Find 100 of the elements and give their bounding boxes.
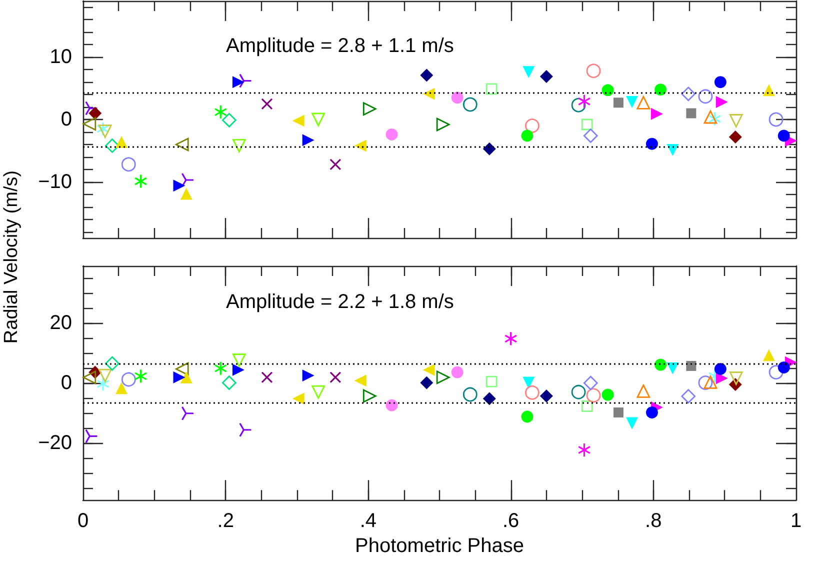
point bbox=[522, 66, 535, 78]
point bbox=[98, 124, 112, 138]
point bbox=[436, 370, 450, 384]
point bbox=[571, 98, 586, 112]
point bbox=[540, 70, 553, 83]
point bbox=[214, 104, 228, 120]
point bbox=[716, 96, 728, 108]
point bbox=[778, 130, 790, 142]
point bbox=[586, 388, 601, 403]
point bbox=[654, 358, 667, 371]
point bbox=[729, 114, 743, 128]
point bbox=[362, 102, 376, 116]
point bbox=[646, 138, 658, 150]
point bbox=[686, 360, 696, 371]
point bbox=[173, 180, 186, 192]
y-tick-label: 20 bbox=[50, 312, 72, 334]
annotation: Amplitude = 2.2 + 1.8 m/s bbox=[226, 291, 454, 313]
point bbox=[581, 400, 593, 412]
point bbox=[714, 76, 726, 88]
point bbox=[451, 92, 464, 104]
point bbox=[650, 108, 663, 120]
point bbox=[462, 387, 478, 402]
point bbox=[134, 368, 148, 384]
point bbox=[583, 128, 598, 143]
point bbox=[626, 96, 638, 108]
y-axis-title: Radial Velocity (m/s) bbox=[1, 170, 23, 344]
point bbox=[436, 118, 450, 132]
point bbox=[85, 100, 98, 116]
point bbox=[540, 389, 553, 402]
point bbox=[486, 83, 498, 95]
point bbox=[586, 64, 601, 78]
point bbox=[222, 112, 236, 128]
point bbox=[116, 136, 128, 148]
point bbox=[602, 84, 614, 96]
point bbox=[239, 422, 252, 438]
point bbox=[451, 366, 464, 378]
x-tick-label: 0 bbox=[77, 510, 89, 532]
point bbox=[312, 112, 325, 126]
point bbox=[312, 385, 325, 399]
point bbox=[708, 112, 722, 126]
point bbox=[420, 376, 434, 390]
x-tick-label: .2 bbox=[217, 510, 234, 532]
y-tick-label: −10 bbox=[38, 170, 72, 193]
point bbox=[654, 84, 667, 96]
point bbox=[571, 384, 586, 400]
y-tick-label: −20 bbox=[38, 432, 72, 454]
point bbox=[232, 138, 246, 152]
point bbox=[681, 86, 696, 102]
point bbox=[704, 375, 718, 389]
point bbox=[704, 110, 718, 124]
point bbox=[420, 68, 434, 82]
point bbox=[180, 371, 192, 384]
point bbox=[636, 96, 650, 110]
point bbox=[175, 138, 189, 152]
point bbox=[88, 106, 102, 120]
point bbox=[261, 372, 273, 384]
point bbox=[646, 406, 658, 418]
point bbox=[116, 382, 128, 394]
point bbox=[636, 384, 650, 398]
point bbox=[181, 172, 194, 188]
point bbox=[521, 410, 534, 423]
point bbox=[762, 349, 775, 362]
point bbox=[768, 365, 784, 380]
point bbox=[302, 370, 314, 382]
point bbox=[578, 94, 591, 109]
x-tick-label: 1 bbox=[790, 510, 802, 532]
point bbox=[778, 361, 790, 374]
point bbox=[121, 372, 136, 387]
y-tick-label: 10 bbox=[50, 46, 72, 68]
point bbox=[292, 392, 304, 405]
point bbox=[354, 140, 366, 152]
point bbox=[239, 74, 252, 88]
point bbox=[105, 356, 120, 371]
point bbox=[729, 372, 743, 385]
y-tick-label: 0 bbox=[60, 108, 72, 130]
point bbox=[681, 389, 696, 404]
point bbox=[698, 89, 713, 104]
point bbox=[354, 374, 366, 387]
x-tick-label: .4 bbox=[360, 510, 377, 532]
point bbox=[386, 399, 398, 412]
point bbox=[714, 362, 726, 375]
point bbox=[521, 130, 534, 142]
annotation: Amplitude = 2.8 + 1.1 m/s bbox=[226, 35, 454, 57]
point bbox=[522, 376, 535, 389]
point bbox=[96, 376, 110, 392]
point bbox=[121, 157, 136, 172]
point bbox=[261, 98, 273, 110]
point bbox=[728, 130, 742, 144]
point bbox=[330, 158, 342, 170]
point bbox=[602, 388, 614, 401]
point bbox=[482, 392, 496, 406]
point bbox=[362, 389, 376, 403]
x-tick-label: .6 bbox=[502, 510, 520, 532]
point bbox=[302, 134, 314, 146]
point bbox=[232, 76, 244, 88]
point bbox=[525, 118, 540, 133]
point bbox=[578, 442, 591, 458]
point bbox=[175, 362, 189, 376]
point bbox=[666, 144, 679, 156]
point bbox=[181, 406, 194, 421]
